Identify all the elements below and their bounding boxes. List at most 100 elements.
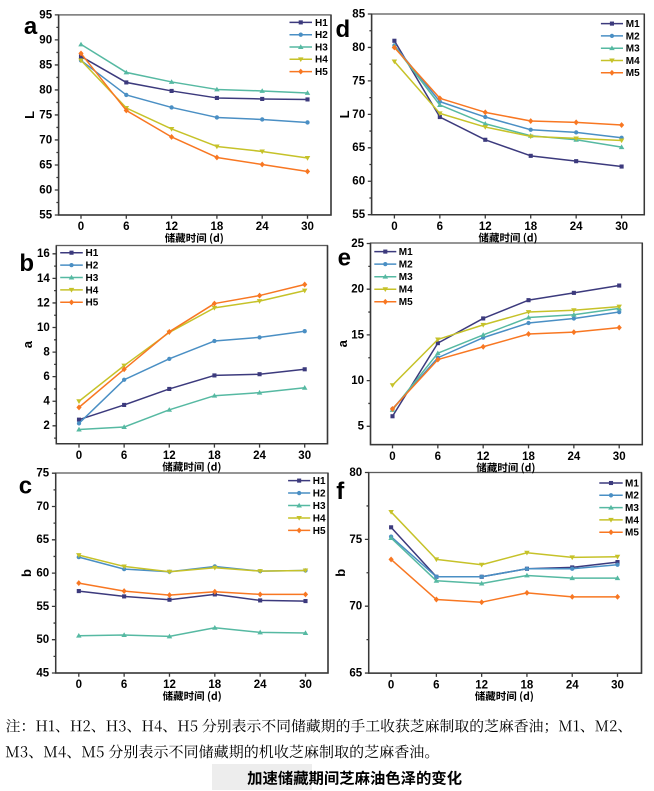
svg-text:75: 75 [349, 534, 362, 546]
svg-text:70: 70 [36, 501, 49, 513]
svg-text:18: 18 [208, 679, 221, 691]
svg-text:0: 0 [388, 679, 394, 691]
svg-text:6: 6 [121, 679, 127, 691]
svg-text:24: 24 [570, 221, 583, 233]
svg-text:H1: H1 [315, 18, 328, 29]
svg-text:M3: M3 [625, 503, 639, 514]
svg-text:M2: M2 [399, 260, 413, 271]
svg-text:H2: H2 [86, 261, 99, 272]
svg-text:0: 0 [76, 679, 82, 691]
svg-text:H2: H2 [315, 30, 328, 41]
svg-text:e: e [338, 245, 351, 272]
svg-text:60: 60 [352, 176, 365, 188]
svg-text:M1: M1 [626, 19, 640, 30]
svg-text:55: 55 [39, 209, 52, 221]
svg-text:H5: H5 [86, 298, 99, 309]
svg-text:H2: H2 [313, 488, 326, 499]
svg-text:24: 24 [254, 679, 267, 691]
svg-text:0: 0 [389, 451, 395, 463]
svg-text:80: 80 [352, 42, 365, 54]
svg-text:15: 15 [351, 329, 364, 341]
svg-text:H4: H4 [313, 513, 326, 524]
svg-text:55: 55 [36, 601, 49, 613]
svg-text:2: 2 [43, 420, 49, 432]
svg-text:12: 12 [163, 679, 176, 691]
svg-text:12: 12 [479, 221, 492, 233]
svg-text:18: 18 [521, 679, 534, 691]
svg-text:12: 12 [37, 297, 50, 309]
svg-text:80: 80 [39, 84, 52, 96]
svg-text:H4: H4 [86, 285, 99, 296]
svg-text:d: d [336, 16, 351, 43]
svg-text:65: 65 [349, 667, 362, 679]
svg-text:L: L [22, 111, 37, 119]
svg-text:H4: H4 [315, 55, 328, 66]
svg-text:50: 50 [36, 634, 49, 646]
svg-text:5: 5 [358, 421, 365, 433]
svg-text:12: 12 [163, 450, 176, 462]
svg-text:M4: M4 [399, 285, 413, 296]
svg-text:6: 6 [435, 451, 441, 463]
svg-text:0: 0 [76, 450, 82, 462]
svg-text:M5: M5 [625, 528, 639, 539]
svg-text:85: 85 [39, 59, 52, 71]
svg-text:70: 70 [352, 109, 365, 121]
svg-text:b: b [333, 569, 348, 577]
svg-text:M1: M1 [399, 247, 413, 258]
svg-text:18: 18 [522, 451, 535, 463]
svg-text:45: 45 [36, 667, 49, 679]
svg-text:30: 30 [299, 679, 312, 691]
svg-text:a: a [24, 13, 38, 40]
svg-text:12: 12 [165, 221, 178, 233]
svg-text:55: 55 [352, 209, 365, 221]
svg-text:12: 12 [475, 679, 488, 691]
svg-text:65: 65 [352, 142, 365, 154]
svg-text:18: 18 [211, 221, 224, 233]
svg-text:85: 85 [352, 8, 365, 20]
svg-text:24: 24 [256, 221, 269, 233]
svg-text:80: 80 [349, 467, 362, 479]
svg-text:10: 10 [37, 322, 50, 334]
svg-text:70: 70 [349, 601, 362, 613]
svg-text:6: 6 [437, 221, 443, 233]
svg-text:6: 6 [433, 679, 439, 691]
svg-text:60: 60 [39, 184, 52, 196]
svg-text:M2: M2 [626, 31, 640, 42]
svg-text:24: 24 [567, 451, 580, 463]
svg-text:75: 75 [39, 109, 52, 121]
svg-text:14: 14 [37, 273, 50, 285]
svg-text:0: 0 [78, 221, 84, 233]
svg-text:30: 30 [611, 679, 624, 691]
svg-text:M5: M5 [399, 297, 413, 308]
svg-text:a: a [20, 340, 35, 348]
svg-text:H3: H3 [313, 501, 326, 512]
svg-text:b: b [19, 569, 34, 577]
svg-text:L: L [337, 110, 352, 118]
svg-text:H1: H1 [313, 476, 326, 487]
svg-text:12: 12 [477, 451, 490, 463]
svg-text:H5: H5 [315, 67, 328, 78]
svg-text:M5: M5 [626, 68, 640, 79]
svg-text:30: 30 [298, 450, 311, 462]
svg-text:M3: M3 [626, 44, 640, 55]
svg-text:30: 30 [615, 221, 628, 233]
svg-text:M1: M1 [625, 478, 639, 489]
svg-text:M4: M4 [626, 56, 640, 67]
svg-text:4: 4 [43, 396, 50, 408]
svg-text:95: 95 [39, 9, 52, 21]
svg-text:60: 60 [36, 568, 49, 580]
svg-text:70: 70 [39, 134, 52, 146]
svg-text:H3: H3 [315, 42, 328, 53]
svg-text:8: 8 [43, 346, 50, 358]
svg-text:M3: M3 [399, 272, 413, 283]
svg-text:H1: H1 [86, 248, 99, 259]
svg-text:75: 75 [352, 75, 365, 87]
svg-text:6: 6 [43, 371, 49, 383]
svg-text:65: 65 [36, 534, 49, 546]
svg-text:H5: H5 [313, 526, 326, 537]
svg-text:24: 24 [253, 450, 266, 462]
svg-text:b: b [19, 250, 34, 277]
svg-text:18: 18 [524, 221, 537, 233]
svg-text:6: 6 [121, 450, 127, 462]
svg-text:a: a [335, 339, 350, 347]
